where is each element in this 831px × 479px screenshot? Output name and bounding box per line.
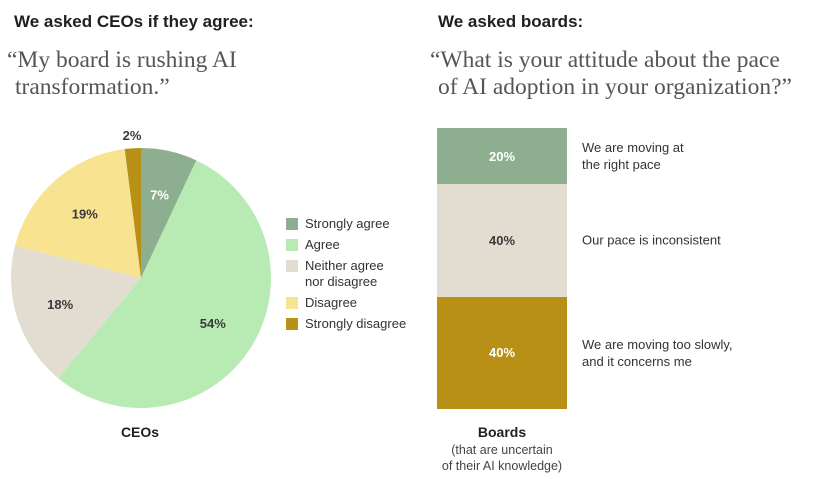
pie-label-strongly-disagree: 2% <box>123 128 142 143</box>
pie-label-agree: 54% <box>200 316 226 331</box>
pie-label-neither-agree-nor-disagree: 18% <box>47 297 73 312</box>
bar-segment-label-line: We are moving at <box>582 140 684 156</box>
legend-label: Neither agree <box>305 258 384 273</box>
bar-segment-label: We are moving at the right pace <box>582 139 757 173</box>
boards-caption-sub-line1: (that are uncertain <box>451 443 553 457</box>
bar-segment-value: 40% <box>488 345 516 361</box>
pie-legend: Strongly agree Agree Neither agree nor disa… <box>286 216 435 337</box>
legend-label: nor disagree <box>305 274 378 289</box>
legend-swatch <box>286 297 298 309</box>
legend-label: Agree <box>305 237 340 252</box>
boards-caption-sub-line2: of their AI knowledge) <box>441 459 563 473</box>
boards-heading: We asked boards: <box>438 12 584 31</box>
bar-segment-value: 40% <box>488 232 516 248</box>
pie-slice-neither-agree-nor-disagree <box>11 245 142 379</box>
legend-item-neither-agree-nor-disagree: Neither agree nor disagree <box>286 258 435 290</box>
bar-segment-label-line: We are moving too slowly, <box>582 336 733 352</box>
legend-label: Strongly agree <box>305 216 390 231</box>
pie-slice-strongly-agree <box>141 148 197 278</box>
bar-segment-label: Our pace is inconsistent <box>582 232 757 249</box>
legend-item-disagree: Disagree <box>286 295 435 311</box>
bar-segment-we-are-moving-at-the-right-pace: 20% <box>437 128 567 185</box>
bar-segment-we-are-moving-too-slowly-and-it-concerns-me: 40% <box>437 296 567 409</box>
legend-item-strongly-disagree: Strongly disagree <box>286 316 435 332</box>
legend-label: Strongly disagree <box>305 316 407 331</box>
ceo-pie-chart: 7% 54% 18% 19% 2% <box>11 128 272 409</box>
legend-label: Disagree <box>305 295 358 310</box>
ceo-quote-line1: “My board is rushing AI <box>7 47 237 73</box>
legend-item-agree: Agree <box>286 237 435 253</box>
bar-segment-our-pace-is-inconsistent: 40% <box>437 184 567 297</box>
ceo-quote: “My board is rushing AI transformation.” <box>7 47 237 101</box>
boards-quote-line1: “What is your attitude about the pace <box>430 47 780 73</box>
ceo-pie-caption: CEOs <box>120 424 160 440</box>
bar-segment-label-line: Our pace is inconsistent <box>582 232 721 248</box>
ceo-heading: We asked CEOs if they agree: <box>14 12 254 31</box>
legend-swatch <box>286 260 298 272</box>
boards-quote: “What is your attitude about the pace of… <box>430 47 792 101</box>
legend-item-strongly-agree: Strongly agree <box>286 216 435 232</box>
bar-segment-value: 20% <box>488 148 516 164</box>
legend-swatch <box>286 318 298 330</box>
boards-quote-line2: of AI adoption in your organization?” <box>438 74 792 100</box>
boards-caption-title: Boards <box>477 424 527 440</box>
bar-segment-label: We are moving too slowly, and it concerns… <box>582 336 757 370</box>
pie-label-disagree: 19% <box>72 207 98 222</box>
bar-segment-label-line: and it concerns me <box>582 353 692 369</box>
pie-slice-strongly-disagree <box>124 148 141 278</box>
legend-swatch <box>286 218 298 230</box>
pie-slice-disagree <box>15 149 141 278</box>
pie-slice-agree <box>58 160 272 409</box>
ceo-quote-line2: transformation.” <box>15 74 170 100</box>
pie-label-strongly-agree: 7% <box>150 188 169 203</box>
legend-swatch <box>286 239 298 251</box>
boards-bar-caption: Boards (that are uncertain of their AI k… <box>420 424 584 474</box>
bar-segment-label-line: the right pace <box>582 157 661 173</box>
